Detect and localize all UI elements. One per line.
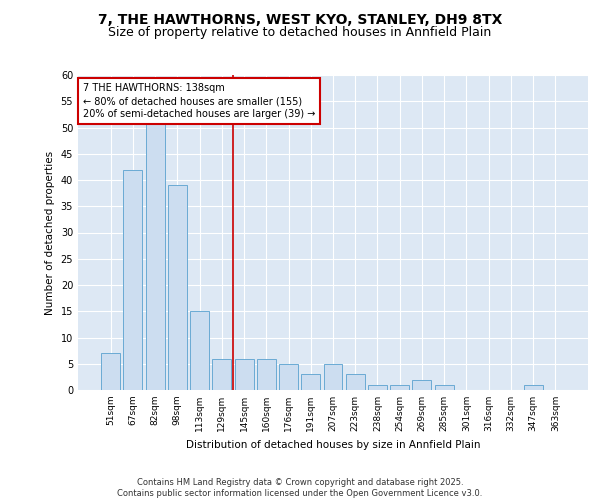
Bar — [368, 385, 387, 390]
Bar — [235, 358, 254, 390]
Text: Contains HM Land Registry data © Crown copyright and database right 2025.
Contai: Contains HM Land Registry data © Crown c… — [118, 478, 482, 498]
Bar — [124, 170, 142, 390]
Bar — [524, 385, 542, 390]
Bar — [168, 185, 187, 390]
Bar — [146, 122, 164, 390]
Text: Size of property relative to detached houses in Annfield Plain: Size of property relative to detached ho… — [109, 26, 491, 39]
Text: 7 THE HAWTHORNS: 138sqm
← 80% of detached houses are smaller (155)
20% of semi-d: 7 THE HAWTHORNS: 138sqm ← 80% of detache… — [83, 83, 316, 120]
Bar — [101, 353, 120, 390]
Bar — [435, 385, 454, 390]
Bar — [346, 374, 365, 390]
Bar — [412, 380, 431, 390]
Bar — [323, 364, 343, 390]
Bar — [279, 364, 298, 390]
Bar — [212, 358, 231, 390]
Bar — [390, 385, 409, 390]
X-axis label: Distribution of detached houses by size in Annfield Plain: Distribution of detached houses by size … — [186, 440, 480, 450]
Text: 7, THE HAWTHORNS, WEST KYO, STANLEY, DH9 8TX: 7, THE HAWTHORNS, WEST KYO, STANLEY, DH9… — [98, 12, 502, 26]
Bar — [257, 358, 276, 390]
Bar — [301, 374, 320, 390]
Bar — [190, 311, 209, 390]
Y-axis label: Number of detached properties: Number of detached properties — [45, 150, 55, 314]
